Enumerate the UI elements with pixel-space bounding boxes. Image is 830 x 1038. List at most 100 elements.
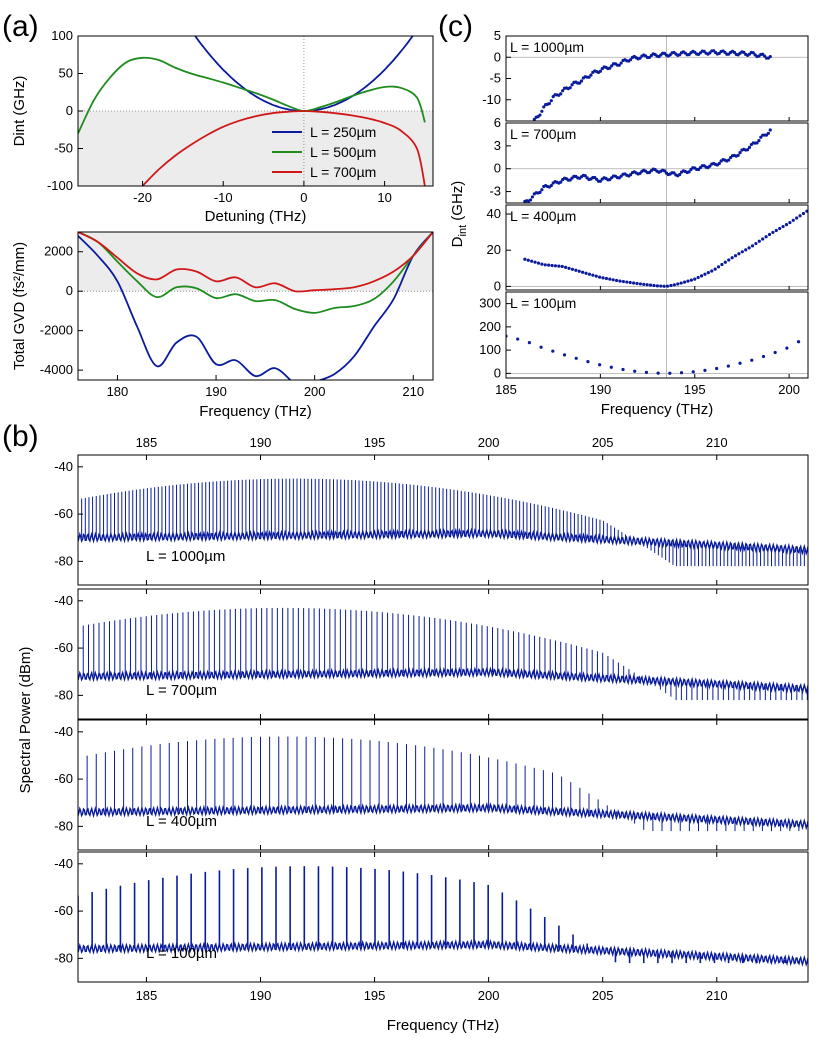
data-point xyxy=(644,370,649,374)
data-point xyxy=(693,277,697,281)
subplot-label: L = 700µm xyxy=(510,126,576,142)
data-point xyxy=(678,172,682,177)
data-point xyxy=(720,262,724,267)
data-point xyxy=(656,371,660,375)
data-point xyxy=(754,241,758,246)
data-point xyxy=(733,254,738,258)
shaded-region xyxy=(78,232,433,292)
y-tick-label: -60 xyxy=(54,771,73,786)
axes-frame-c xyxy=(505,291,809,379)
curves-a-top xyxy=(78,36,426,186)
x-tick-label: 200 xyxy=(778,382,800,397)
data-point xyxy=(662,169,667,173)
data-point xyxy=(564,265,568,269)
data-point xyxy=(773,350,777,355)
data-point xyxy=(604,276,609,281)
data-point xyxy=(672,171,676,175)
data-point xyxy=(746,148,750,152)
data-point xyxy=(669,283,673,288)
scatter-points xyxy=(532,49,772,121)
data-point xyxy=(717,161,721,166)
subplot-label: L = 1000µm xyxy=(510,39,584,55)
y-tick-label: -50 xyxy=(54,141,73,156)
data-point xyxy=(715,366,719,371)
x-tick-label: 210 xyxy=(706,988,728,1003)
axes-frame-b xyxy=(77,719,809,851)
y-tick-label: 2000 xyxy=(44,244,73,259)
data-point xyxy=(598,179,602,183)
x-axis-label: Frequency (THz) xyxy=(601,401,714,418)
subplot-label: L = 100µm xyxy=(510,295,576,311)
noise-floor xyxy=(78,527,808,556)
y-tick-label: -5 xyxy=(489,71,501,86)
y-tick-label: -3 xyxy=(489,184,501,199)
y-tick-label: -80 xyxy=(54,818,73,833)
ylabel-unit: (GHz) xyxy=(449,181,466,225)
noise-floor xyxy=(78,801,808,831)
spectrum xyxy=(78,866,808,968)
data-point xyxy=(527,340,532,345)
data-point xyxy=(761,354,766,359)
y-tick-label: 20 xyxy=(487,242,501,257)
data-point xyxy=(608,178,612,182)
series-line-250um xyxy=(78,232,433,380)
data-point xyxy=(727,158,731,162)
x-tick-label: 185 xyxy=(136,988,158,1003)
x-tick-label-top: 195 xyxy=(364,435,386,450)
data-point xyxy=(516,337,520,341)
data-point xyxy=(615,278,619,283)
data-point xyxy=(652,283,656,288)
data-point xyxy=(642,282,646,286)
data-point xyxy=(583,174,587,178)
data-point xyxy=(559,180,563,184)
data-point xyxy=(785,346,789,350)
x-tick-label-top: 200 xyxy=(478,435,500,450)
data-point xyxy=(532,117,536,121)
legend-entry: L = 700µm xyxy=(310,164,376,180)
data-point xyxy=(523,257,527,261)
data-point xyxy=(574,268,578,272)
data-point xyxy=(668,53,672,57)
data-point xyxy=(738,361,742,365)
data-point xyxy=(768,128,772,132)
panel-label-a: (a) xyxy=(2,10,39,43)
data-point xyxy=(601,276,605,280)
x-tick-label: 190 xyxy=(205,384,227,399)
x-tick-label: 210 xyxy=(402,384,424,399)
data-point xyxy=(633,369,637,373)
y-tick-label: -100 xyxy=(47,178,73,193)
data-point xyxy=(628,173,633,177)
data-point xyxy=(672,283,676,287)
data-point xyxy=(645,283,649,287)
x-tick-label: 200 xyxy=(478,988,500,1003)
data-point xyxy=(574,356,578,360)
data-point xyxy=(771,230,775,235)
data-point xyxy=(567,266,571,270)
legend-entry: L = 500µm xyxy=(310,144,376,160)
axes-frame-b xyxy=(77,851,809,983)
data-point xyxy=(568,86,572,90)
data-point xyxy=(682,280,687,284)
y-tick-label: 0 xyxy=(66,103,73,118)
y-tick-label: 5 xyxy=(494,28,501,43)
shaded-region xyxy=(78,111,433,186)
data-point xyxy=(547,101,552,106)
data-point xyxy=(540,262,544,266)
subplot-label: L = 100µm xyxy=(146,945,217,962)
x-tick-label: 195 xyxy=(684,382,706,397)
data-point xyxy=(609,365,613,369)
data-point xyxy=(617,63,621,67)
data-point xyxy=(747,246,751,250)
data-point xyxy=(530,259,534,263)
data-point xyxy=(686,279,690,283)
x-axis-label: Frequency (THz) xyxy=(387,1017,500,1034)
data-point xyxy=(628,280,632,285)
data-point xyxy=(589,73,593,77)
y-tick-label: -4000 xyxy=(40,362,73,377)
data-point xyxy=(547,263,551,267)
data-point xyxy=(689,278,693,282)
y-tick-label: 100 xyxy=(479,342,501,357)
data-point xyxy=(598,69,602,73)
data-point xyxy=(528,198,533,202)
